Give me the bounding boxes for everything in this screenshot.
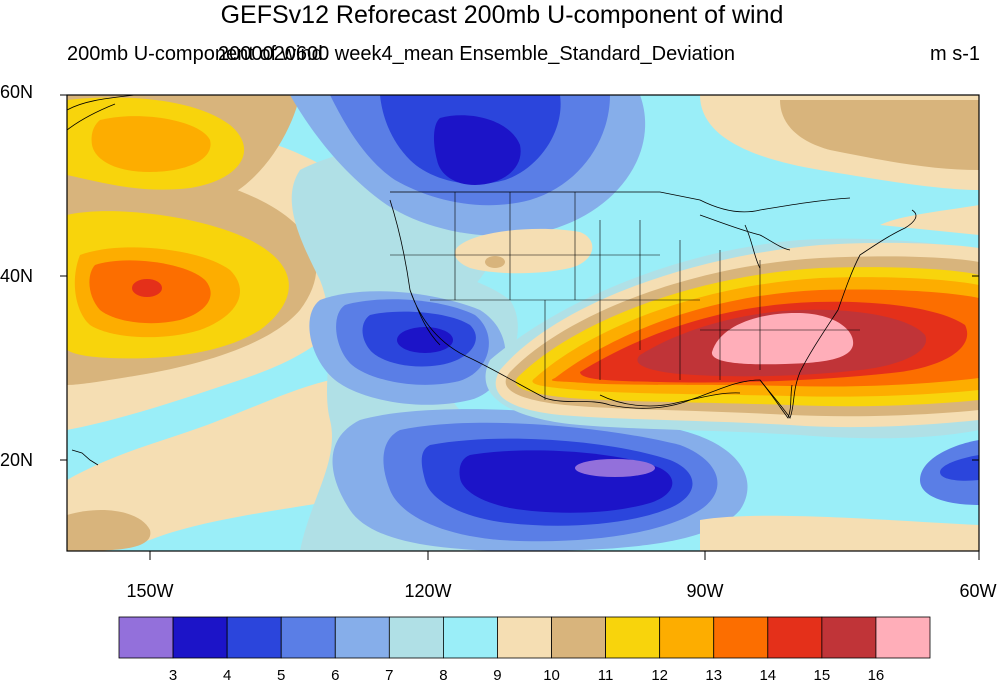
variable-subtitle: 200mb U-component of wind <box>67 43 323 65</box>
colorbar-box-4 <box>334 616 390 659</box>
colorbar-box-3 <box>280 616 336 659</box>
e-wheat <box>880 205 979 235</box>
colorbar-label-13: 13 <box>705 667 723 684</box>
ne-tan <box>780 100 979 170</box>
colorbar-label-11: 11 <box>597 667 614 684</box>
e-deep-blue <box>940 455 979 481</box>
sw-corner-tan <box>67 515 116 551</box>
colorbar-label-3: 3 <box>168 667 178 684</box>
colorbar-box-9 <box>605 616 661 659</box>
colorbar-label-14: 14 <box>759 667 777 684</box>
colorbar-label-15: 15 <box>813 667 831 684</box>
colorbar-box-12 <box>767 616 823 659</box>
colorbar-label-12: 12 <box>651 667 668 684</box>
se-wheat <box>700 515 979 551</box>
colorbar-box-14 <box>875 616 931 659</box>
canada-deep-blue <box>433 115 521 185</box>
colorbar-box-2 <box>226 616 282 659</box>
lat-label-60n: 60N <box>0 82 34 102</box>
gulf-coast <box>599 392 741 407</box>
florida <box>759 379 793 419</box>
colorbar-label-16: 16 <box>867 667 885 684</box>
lat-label-20n: 20N <box>0 450 34 470</box>
colorbar-box-6 <box>442 616 498 659</box>
colorbar-box-5 <box>388 616 444 659</box>
north-america-coast <box>389 199 917 419</box>
colorbar-box-10 <box>659 616 715 659</box>
colorbar-label-4: 4 <box>222 667 232 684</box>
colorbar-label-5: 5 <box>277 667 286 684</box>
lat-label-40n: 40N <box>0 266 34 286</box>
run-subtitle: 2000020600 week4_mean Ensemble_Standard_… <box>218 43 736 65</box>
colorbar-label-7: 7 <box>385 667 394 684</box>
colorbar-box-13 <box>821 616 877 659</box>
nw-pacific-red <box>132 279 162 297</box>
lon-label-120w: 120W <box>404 581 452 601</box>
lat-ticks <box>60 94 979 461</box>
state-lines <box>390 192 860 400</box>
lon-ticks <box>149 551 980 560</box>
map-title: GEFSv12 Reforecast 200mb U-component of … <box>220 1 784 29</box>
colorbar-box-0 <box>118 616 174 659</box>
alaska-coast <box>67 95 136 131</box>
canada-outline <box>390 191 851 213</box>
sw-deep-blue <box>397 327 453 353</box>
units-label: m s-1 <box>930 43 980 65</box>
tropical-purple <box>575 459 655 477</box>
hawaii <box>71 449 99 466</box>
contour-field <box>67 95 979 551</box>
coastlines <box>67 95 917 466</box>
colorbar-label-6: 6 <box>331 667 340 684</box>
gulf-alaska-amber <box>91 116 211 172</box>
colorbar-box-11 <box>713 616 769 659</box>
lon-label-150w: 150W <box>126 581 174 601</box>
plains-tan <box>485 256 505 268</box>
colorbar-label-10: 10 <box>543 667 560 684</box>
map-frame <box>66 94 980 552</box>
lon-label-60w: 60W <box>959 581 997 601</box>
colorbar-label-9: 9 <box>493 667 502 684</box>
colorbar-box-7 <box>497 616 552 659</box>
lon-label-90w: 90W <box>686 581 724 601</box>
colorbar-label-8: 8 <box>439 667 448 684</box>
jet-pink <box>711 312 854 365</box>
great-lakes <box>699 214 791 269</box>
colorbar-box-1 <box>172 616 228 659</box>
colorbar-box-8 <box>551 616 607 659</box>
colorbar <box>118 616 931 659</box>
